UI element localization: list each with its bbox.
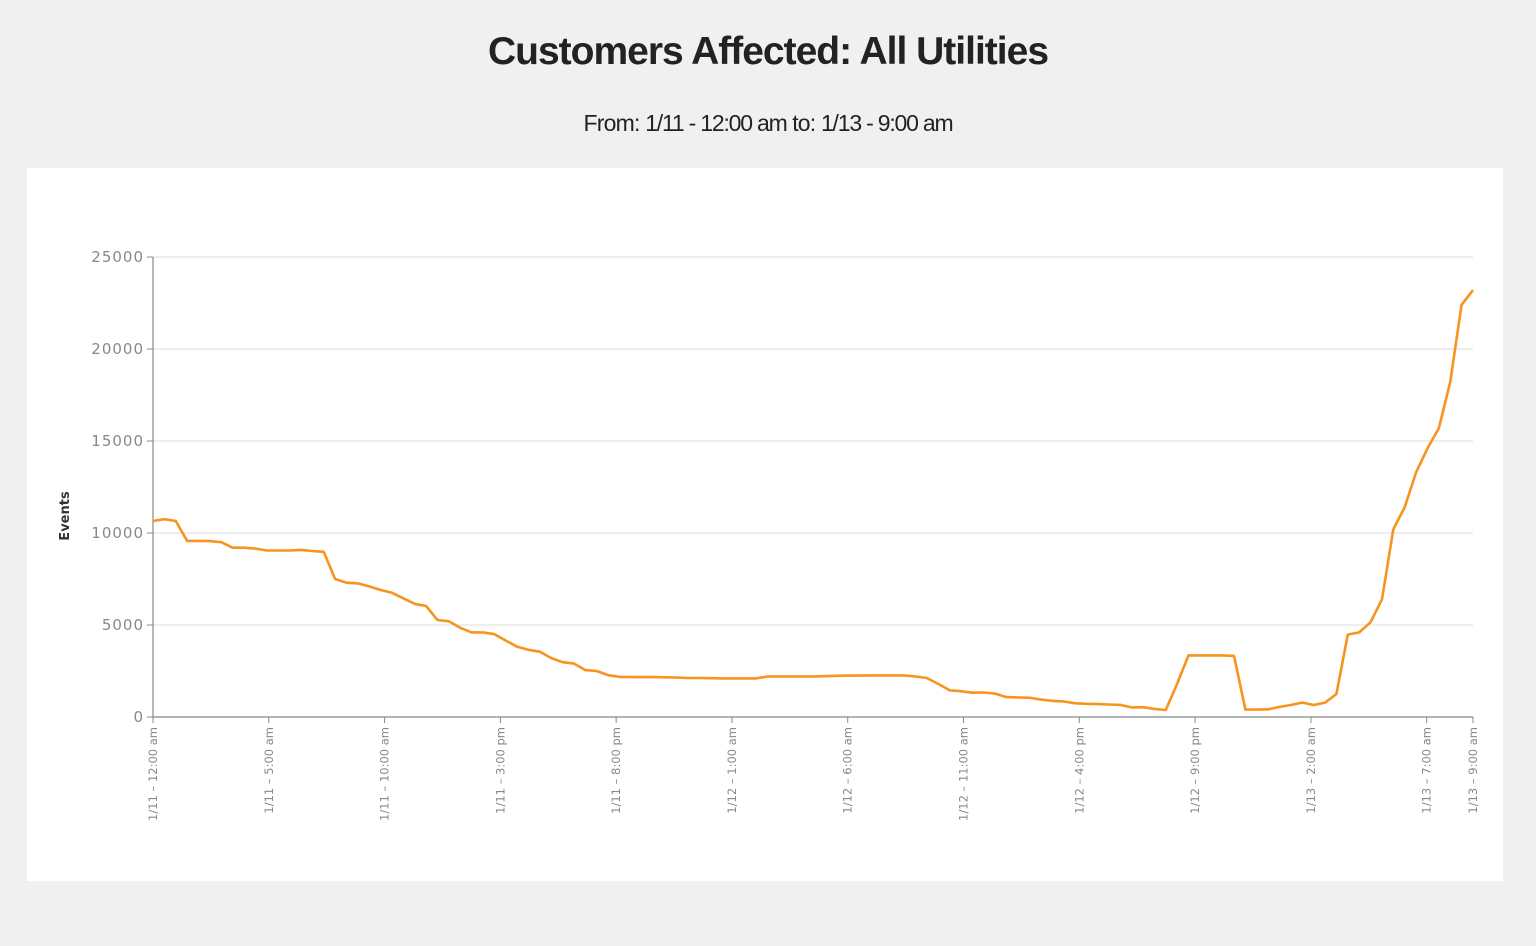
- y-tick-label: 10000: [91, 524, 144, 542]
- y-tick-label: 15000: [91, 432, 144, 450]
- to-value: 1/13 - 9:00 am: [820, 110, 954, 136]
- y-tick-label: 0: [133, 708, 144, 726]
- y-tick-label: 25000: [91, 248, 144, 266]
- y-tick-label: 20000: [91, 340, 144, 358]
- x-tick-label: 1/11 – 8:00 pm: [609, 727, 623, 814]
- x-tick-label: 1/11 – 10:00 am: [378, 727, 392, 821]
- x-tick-label: 1/11 – 5:00 am: [262, 727, 276, 814]
- y-tick-label: 5000: [102, 616, 144, 634]
- x-tick-label: 1/13 – 9:00 am: [1466, 727, 1480, 814]
- chart-title: Customers Affected: All Utilities: [487, 30, 1049, 73]
- x-tick-label: 1/11 – 3:00 pm: [493, 727, 507, 814]
- x-axis: 1/11 – 12:00 am 1/11 – 5:00 am 1/11 – 10:0…: [146, 716, 1480, 821]
- x-tick-label: 1/12 – 9:00 pm: [1188, 727, 1202, 814]
- chart-panel: 0 5000 10000 15000 20000 25000 1/11 – 12:00 a…: [27, 168, 1503, 881]
- x-tick-label: 1/12 – 6:00 am: [841, 727, 855, 814]
- x-tick-label: 1/12 – 1:00 am: [725, 727, 739, 814]
- y-axis: 0 5000 10000 15000 20000 25000: [91, 248, 154, 726]
- x-tick-label: 1/13 – 2:00 am: [1304, 727, 1318, 814]
- from-label: From:: [583, 110, 641, 136]
- x-tick-label: 1/11 – 12:00 am: [146, 727, 160, 821]
- x-tick-label: 1/13 – 7:00 am: [1420, 727, 1434, 814]
- x-tick-label: 1/12 – 4:00 pm: [1072, 727, 1086, 814]
- x-tick-label: 1/12 – 11:00 am: [957, 727, 971, 821]
- y-axis-label: Events: [58, 491, 73, 541]
- line-chart: 0 5000 10000 15000 20000 25000 1/11 – 12:00 a…: [58, 248, 1480, 821]
- date-range-subtitle: From: 1/11 - 12:00 am to: 1/13 - 9:00 am: [0, 110, 1536, 137]
- to-label: to:: [792, 110, 816, 136]
- from-value: 1/11 - 12:00 am: [645, 110, 788, 136]
- series-line-customers-affected: [152, 289, 1475, 712]
- y-gridlines: [153, 256, 1473, 626]
